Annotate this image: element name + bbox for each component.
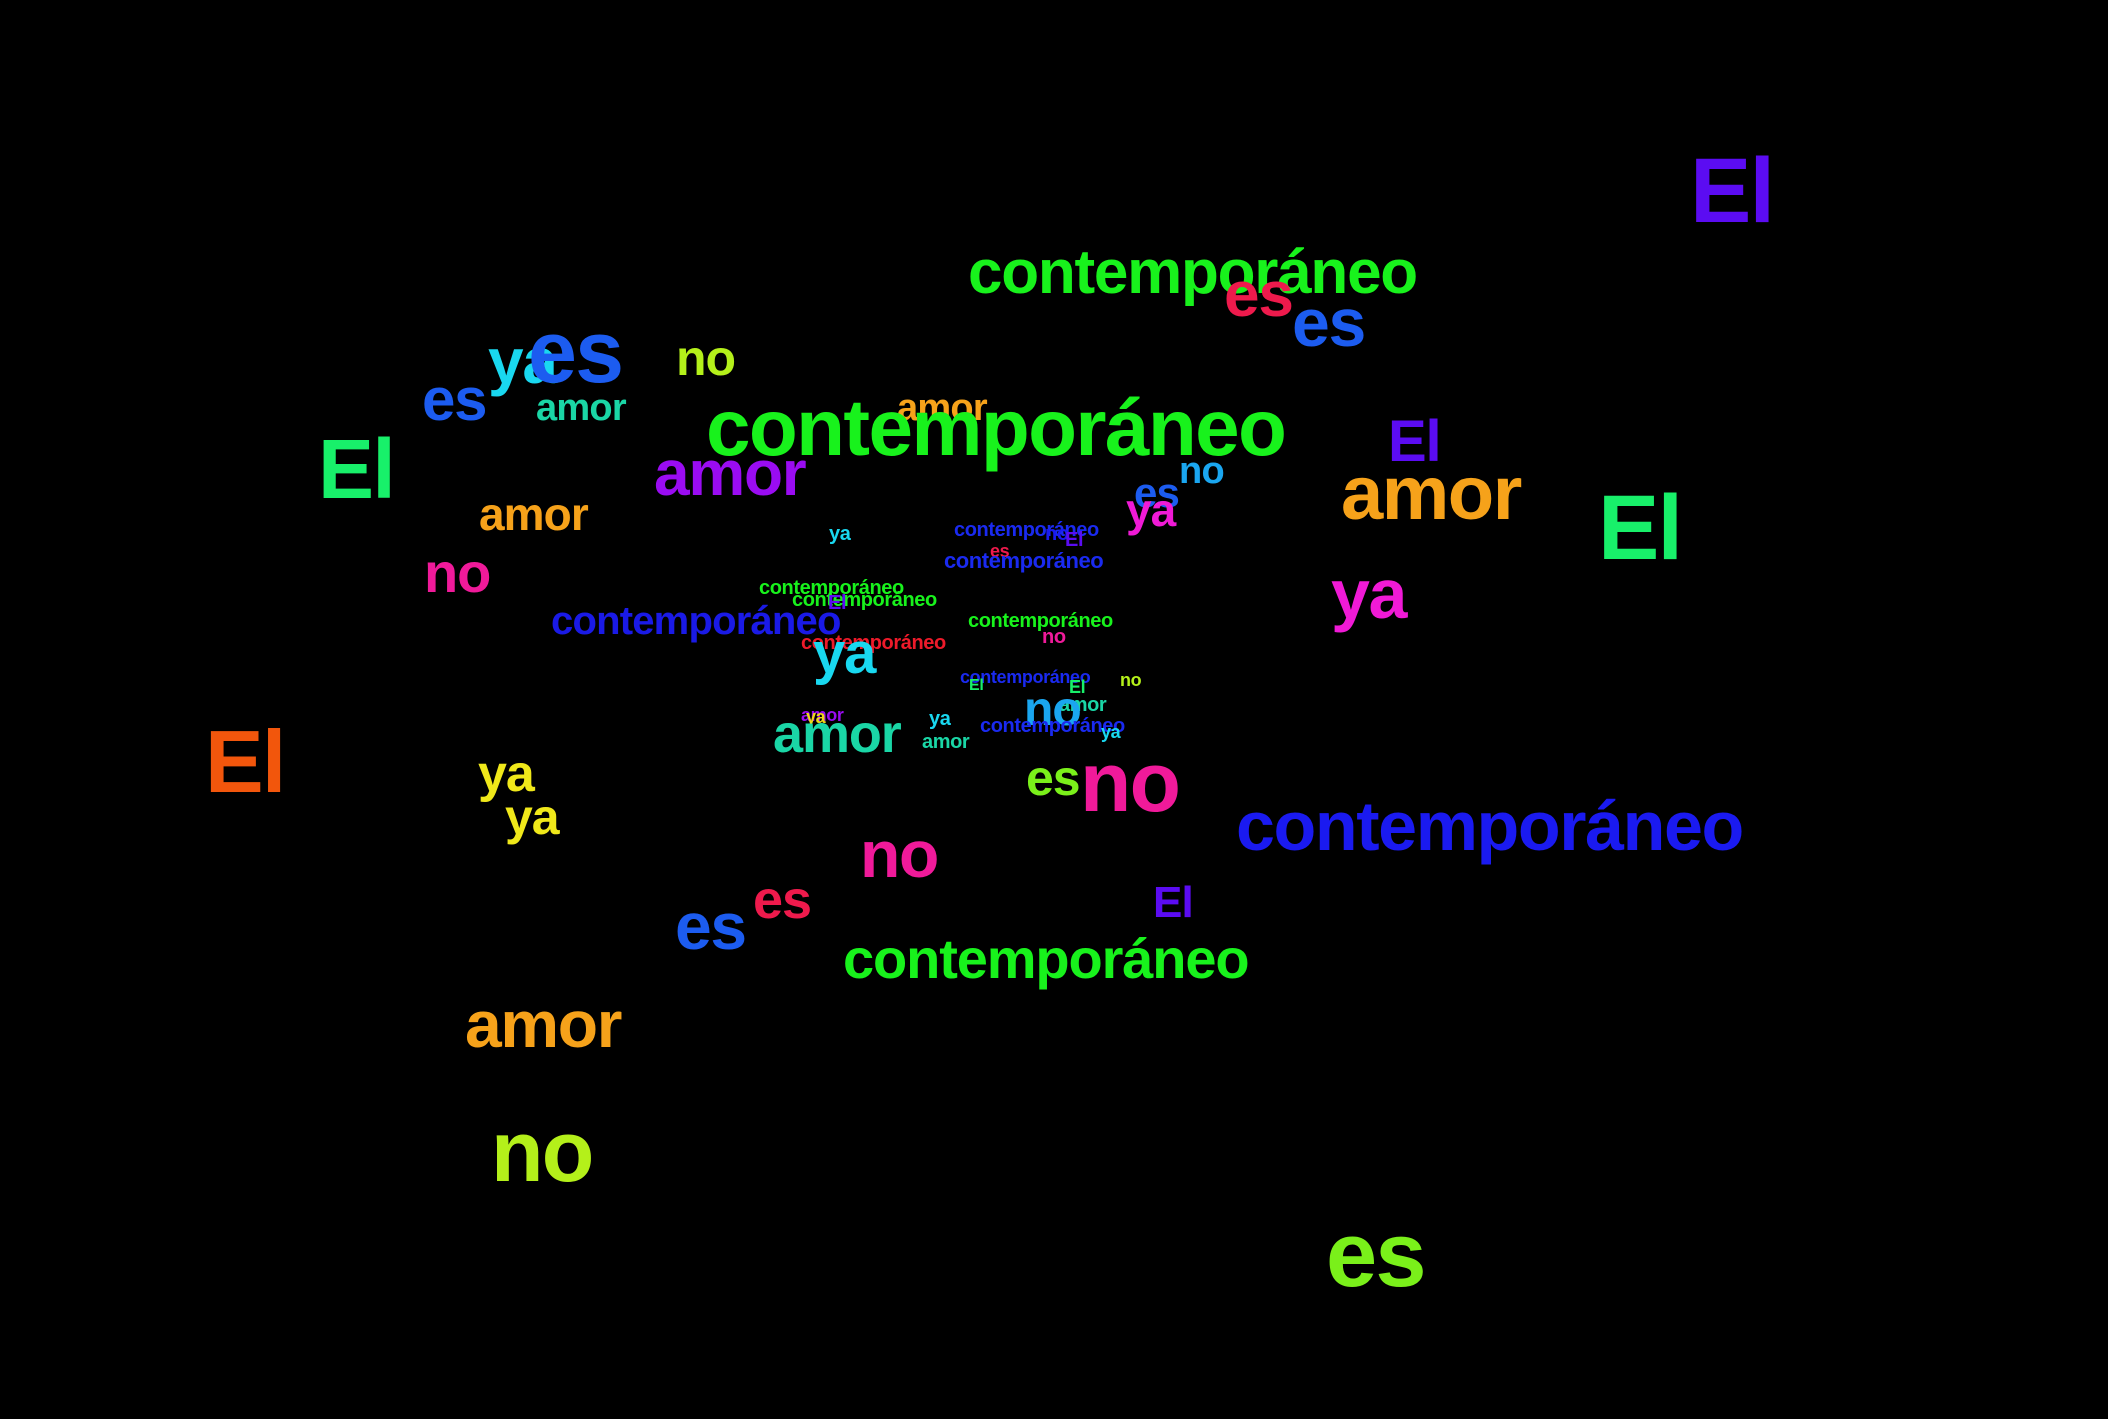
cloud-word: no [424, 540, 491, 604]
cloud-word: contemporáneo [968, 238, 1418, 308]
cloud-word: ya [488, 325, 558, 398]
cloud-word: no [1179, 449, 1225, 492]
cloud-word: El [1598, 477, 1683, 580]
cloud-word: amor [801, 704, 844, 725]
cloud-word: contemporáneo [980, 715, 1125, 737]
cloud-word: amor [465, 986, 622, 1061]
cloud-word: no [1045, 523, 1069, 545]
cloud-word: ya [929, 708, 951, 730]
cloud-word: contemporáneo [706, 383, 1287, 472]
cloud-word: no [1080, 735, 1181, 830]
cloud-word: El [1153, 878, 1194, 928]
cloud-word: contemporáneo [960, 666, 1091, 687]
cloud-word: contemporáneo [968, 610, 1113, 632]
cloud-word: es [1292, 284, 1366, 361]
cloud-word: ya [813, 620, 876, 686]
cloud-word: no [1024, 682, 1082, 736]
cloud-word: ya [505, 789, 560, 845]
cloud-word: amor [1059, 694, 1107, 716]
cloud-word: contemporáneo [792, 589, 937, 611]
cloud-word: no [676, 330, 736, 386]
cloud-word: es [753, 870, 812, 931]
cloud-word: es [528, 301, 624, 401]
cloud-word: El [205, 711, 286, 811]
cloud-word: contemporáneo [801, 632, 946, 654]
cloud-word: es [1026, 750, 1081, 806]
cloud-word: El [969, 676, 984, 694]
cloud-word: contemporáneo [551, 599, 841, 643]
cloud-word: es [1224, 258, 1294, 331]
cloud-word: contemporáneo [944, 548, 1104, 574]
cloud-word: no [1120, 669, 1142, 690]
cloud-word: es [422, 366, 488, 433]
cloud-word: El [1069, 676, 1086, 697]
cloud-word: contemporáneo [1236, 787, 1744, 865]
cloud-word: amor [479, 487, 589, 540]
cloud-word: El [1388, 408, 1442, 474]
cloud-word: amor [773, 704, 902, 765]
cloud-word: no [860, 816, 939, 891]
cloud-word: amor [654, 437, 807, 510]
cloud-word: contemporáneo [954, 519, 1099, 541]
cloud-word: amor [897, 386, 988, 429]
cloud-word: El [1065, 529, 1084, 551]
cloud-word: ya [806, 706, 826, 727]
cloud-word: El [1690, 140, 1775, 243]
cloud-word: ya [829, 523, 851, 545]
cloud-word: es [1134, 469, 1180, 517]
cloud-word: es [1326, 1204, 1426, 1307]
cloud-word: es [675, 888, 747, 963]
cloud-word: ya [1331, 555, 1407, 633]
cloud-word: El [318, 422, 396, 517]
cloud-word: amor [922, 731, 970, 753]
cloud-word: contemporáneo [843, 926, 1250, 990]
cloud-word: ya [1126, 483, 1176, 536]
cloud-word: es [990, 540, 1010, 561]
cloud-word: ya [1101, 721, 1121, 742]
cloud-word: no [491, 1103, 594, 1200]
cloud-word: contemporáneo [759, 577, 904, 599]
cloud-word: El [828, 592, 847, 614]
cloud-word: no [1042, 626, 1066, 648]
cloud-word: ya [478, 745, 535, 804]
cloud-word: amor [536, 386, 627, 429]
cloud-word: amor [1341, 450, 1522, 536]
